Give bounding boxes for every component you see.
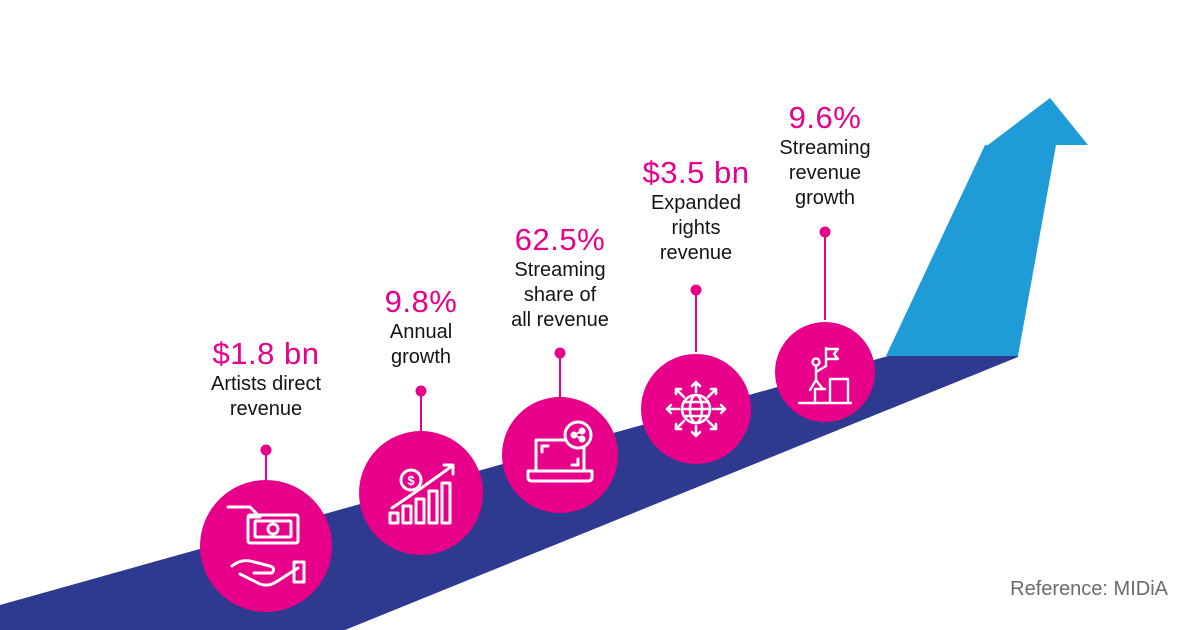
milestone-dot — [260, 444, 272, 456]
laptop-share-icon — [526, 420, 594, 483]
milestone-dot — [554, 347, 566, 359]
globe-arrows-icon — [665, 380, 727, 438]
milestone-artists-direct — [200, 444, 332, 612]
milestone-annual-growth: $ — [359, 385, 483, 555]
milestone-label: 9.8% Annual growth — [371, 284, 471, 370]
milestone-dot — [415, 385, 427, 397]
svg-text:$: $ — [407, 473, 415, 488]
milestone-expanded-rights — [641, 284, 751, 464]
milestone-desc-line: all revenue — [511, 309, 609, 331]
milestone-desc-line: share of — [523, 284, 597, 306]
milestone-value: $3.5 bn — [642, 155, 750, 190]
milestone-desc-line: Streaming — [514, 259, 606, 281]
milestone-dot — [690, 284, 702, 296]
milestone-circle — [200, 480, 332, 612]
money-hand-icon — [226, 505, 306, 587]
milestone-value: 9.8% — [384, 284, 458, 319]
milestone-desc-line: revenue — [788, 162, 862, 184]
milestone-value: $1.8 bn — [212, 336, 320, 371]
climber-flag-icon — [797, 346, 853, 405]
milestone-desc-line: Annual — [389, 321, 453, 343]
milestone-desc-line: revenue — [229, 398, 303, 420]
milestone-label: 62.5% Streaming share of all revenue — [495, 222, 625, 333]
reference-note: Reference: MIDiA — [1010, 578, 1168, 600]
milestone-desc-line: rights — [671, 217, 721, 239]
milestone-label: $1.8 bn Artists direct revenue — [194, 336, 338, 422]
milestone-circle — [359, 431, 483, 555]
milestone-value: 9.6% — [788, 100, 862, 135]
milestone-streaming-growth — [775, 226, 875, 422]
milestone-label: $3.5 bn Expanded rights revenue — [631, 155, 761, 266]
milestone-desc-line: growth — [390, 346, 452, 368]
milestone-desc-line: revenue — [659, 242, 733, 264]
milestone-streaming-share — [502, 347, 618, 513]
growth-arrow — [886, 98, 1088, 356]
milestone-circle — [502, 397, 618, 513]
growth-chart-icon: $ — [388, 463, 455, 525]
milestone-desc-line: growth — [794, 187, 856, 209]
milestone-desc-line: Streaming — [779, 137, 871, 159]
milestone-dot — [819, 226, 831, 238]
milestone-desc-line: Artists direct — [210, 373, 322, 395]
milestone-circle — [775, 322, 875, 422]
milestone-value: 62.5% — [514, 222, 606, 257]
milestone-label: 9.6% Streaming revenue growth — [763, 100, 887, 211]
milestone-desc-line: Expanded — [650, 192, 742, 214]
